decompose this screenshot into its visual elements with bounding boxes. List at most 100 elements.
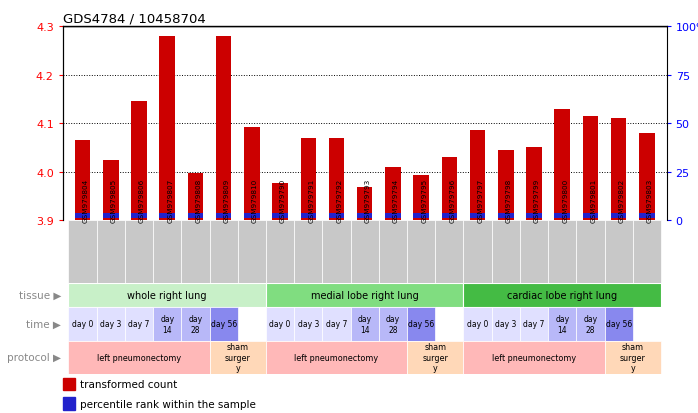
Text: day
28: day 28 bbox=[386, 315, 400, 334]
Text: day 7: day 7 bbox=[524, 320, 544, 329]
Bar bbox=[604, 341, 661, 374]
Text: GSM979808: GSM979808 bbox=[195, 179, 202, 223]
Bar bbox=[498, 214, 514, 218]
Bar bbox=[554, 214, 570, 218]
Bar bbox=[385, 214, 401, 218]
Text: medial lobe right lung: medial lobe right lung bbox=[311, 290, 419, 300]
Bar bbox=[153, 221, 181, 283]
Text: day
14: day 14 bbox=[357, 315, 372, 334]
Bar bbox=[520, 308, 548, 341]
Bar bbox=[97, 221, 125, 283]
Bar bbox=[583, 214, 598, 218]
Text: GSM979804: GSM979804 bbox=[82, 179, 89, 223]
Bar bbox=[385, 168, 401, 221]
Bar bbox=[75, 141, 90, 221]
Text: day 56: day 56 bbox=[605, 320, 632, 329]
Text: day 7: day 7 bbox=[128, 320, 149, 329]
Text: GSM979794: GSM979794 bbox=[393, 179, 399, 223]
Bar bbox=[125, 221, 153, 283]
Text: day 3: day 3 bbox=[100, 320, 121, 329]
Text: GSM979807: GSM979807 bbox=[168, 179, 173, 223]
Bar bbox=[436, 221, 463, 283]
Bar bbox=[63, 397, 75, 410]
Bar bbox=[379, 308, 407, 341]
Bar bbox=[329, 138, 344, 221]
Bar bbox=[238, 221, 266, 283]
Bar bbox=[463, 308, 491, 341]
Bar bbox=[470, 131, 485, 221]
Bar bbox=[526, 147, 542, 221]
Bar bbox=[463, 341, 604, 374]
Bar bbox=[153, 308, 181, 341]
Bar bbox=[577, 308, 604, 341]
Bar bbox=[216, 214, 232, 218]
Bar bbox=[463, 221, 491, 283]
Text: time ▶: time ▶ bbox=[26, 319, 61, 329]
Text: left pneumonectomy: left pneumonectomy bbox=[492, 353, 576, 362]
Bar bbox=[266, 221, 294, 283]
Bar bbox=[68, 341, 209, 374]
Bar bbox=[548, 221, 577, 283]
Text: transformed count: transformed count bbox=[80, 379, 177, 389]
Bar bbox=[604, 221, 632, 283]
Bar bbox=[68, 308, 97, 341]
Text: day 7: day 7 bbox=[326, 320, 347, 329]
Bar bbox=[209, 221, 238, 283]
Bar bbox=[301, 138, 316, 221]
Text: day 0: day 0 bbox=[269, 320, 291, 329]
Bar bbox=[611, 214, 626, 218]
Text: GSM979805: GSM979805 bbox=[111, 179, 117, 223]
Bar bbox=[329, 214, 344, 218]
Text: cardiac lobe right lung: cardiac lobe right lung bbox=[507, 290, 617, 300]
Bar bbox=[68, 221, 97, 283]
Text: GSM979809: GSM979809 bbox=[223, 179, 230, 223]
Bar bbox=[188, 174, 203, 221]
Bar bbox=[604, 308, 632, 341]
Bar bbox=[181, 221, 209, 283]
Bar bbox=[407, 341, 463, 374]
Bar bbox=[244, 214, 260, 218]
Bar bbox=[639, 133, 655, 221]
Text: GSM979803: GSM979803 bbox=[647, 179, 653, 223]
Bar bbox=[159, 214, 175, 218]
Text: day
14: day 14 bbox=[555, 315, 570, 334]
Bar bbox=[357, 214, 373, 218]
Text: GSM979810: GSM979810 bbox=[252, 179, 258, 223]
Bar bbox=[350, 221, 379, 283]
Bar bbox=[526, 214, 542, 218]
Bar bbox=[159, 36, 175, 221]
Bar bbox=[583, 116, 598, 221]
Text: whole right lung: whole right lung bbox=[128, 290, 207, 300]
Bar bbox=[611, 119, 626, 221]
Bar bbox=[639, 214, 655, 218]
Bar bbox=[266, 341, 407, 374]
Bar bbox=[470, 214, 485, 218]
Text: GSM979800: GSM979800 bbox=[562, 179, 568, 223]
Bar bbox=[322, 221, 350, 283]
Text: GSM979802: GSM979802 bbox=[618, 179, 625, 223]
Text: percentile rank within the sample: percentile rank within the sample bbox=[80, 399, 256, 408]
Text: left pneumonectomy: left pneumonectomy bbox=[295, 353, 378, 362]
Bar bbox=[294, 221, 322, 283]
Bar bbox=[407, 221, 436, 283]
Text: sham
surger
y: sham surger y bbox=[422, 342, 448, 372]
Bar bbox=[181, 308, 209, 341]
Bar bbox=[463, 283, 661, 308]
Bar bbox=[632, 221, 661, 283]
Bar bbox=[97, 308, 125, 341]
Text: GSM979796: GSM979796 bbox=[450, 179, 455, 223]
Bar bbox=[548, 308, 577, 341]
Bar bbox=[266, 283, 463, 308]
Text: day 0: day 0 bbox=[72, 320, 94, 329]
Bar bbox=[442, 214, 457, 218]
Bar bbox=[244, 128, 260, 221]
Bar bbox=[188, 214, 203, 218]
Bar bbox=[491, 221, 520, 283]
Text: day 56: day 56 bbox=[211, 320, 237, 329]
Bar bbox=[68, 283, 266, 308]
Text: GSM979806: GSM979806 bbox=[139, 179, 145, 223]
Bar bbox=[407, 308, 436, 341]
Text: GSM979793: GSM979793 bbox=[365, 179, 371, 223]
Bar bbox=[131, 214, 147, 218]
Bar bbox=[413, 214, 429, 218]
